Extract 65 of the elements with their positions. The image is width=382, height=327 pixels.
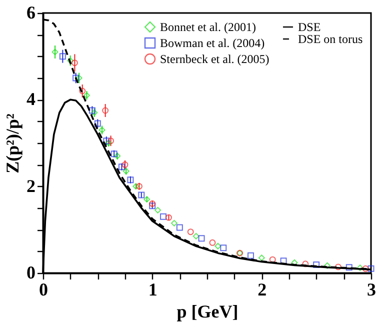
- point: [209, 239, 216, 246]
- y-tick-label: 0: [26, 262, 36, 282]
- point: [165, 214, 172, 221]
- point: [154, 206, 162, 214]
- point: [67, 57, 74, 64]
- point: [138, 192, 145, 198]
- y-tick-label: 2: [26, 176, 36, 196]
- legend-label: DSE: [298, 20, 321, 34]
- point: [302, 260, 309, 268]
- point: [149, 202, 156, 210]
- point: [334, 264, 342, 270]
- point: [110, 150, 118, 158]
- x-axis-title: p [GeV]: [176, 302, 238, 322]
- point: [59, 53, 66, 60]
- point: [220, 244, 227, 252]
- y-axis-title: Z(p²)/p²: [2, 114, 22, 174]
- point: [83, 92, 90, 99]
- point: [160, 213, 167, 220]
- point: [176, 224, 183, 231]
- point: [88, 107, 96, 114]
- point: [247, 252, 254, 259]
- point: [356, 264, 364, 272]
- point: [144, 196, 150, 203]
- point: [76, 74, 82, 82]
- point: [127, 176, 134, 184]
- point: [132, 183, 140, 190]
- point: [79, 88, 86, 94]
- point: [149, 200, 156, 207]
- point: [192, 232, 200, 240]
- y-tick-label: 4: [26, 89, 36, 110]
- point: [102, 107, 109, 114]
- point: [122, 161, 128, 168]
- point: [94, 120, 101, 127]
- point: [72, 74, 80, 82]
- point: [98, 126, 106, 134]
- point: [269, 256, 276, 263]
- point: [368, 265, 374, 272]
- y-tick-label: 6: [26, 2, 36, 22]
- point: [313, 262, 320, 268]
- legend-label: Sternbeck et al. (2005): [160, 52, 270, 66]
- point: [118, 164, 125, 170]
- point: [103, 138, 110, 144]
- point: [108, 138, 114, 144]
- x-tick-label: 2: [258, 280, 267, 300]
- point: [114, 152, 121, 160]
- point: [198, 235, 205, 242]
- point: [122, 168, 130, 174]
- legend-label: Bowman et al. (2004): [160, 36, 265, 50]
- point: [170, 220, 178, 226]
- legend-label: Bonnet et al. (2001): [160, 20, 256, 34]
- x-tick-label: 1: [148, 280, 158, 300]
- x-tick-label: 0: [39, 280, 48, 300]
- legend-label: DSE on torus: [298, 32, 363, 46]
- x-tick-label: 3: [367, 280, 376, 300]
- point: [258, 254, 265, 262]
- point: [362, 265, 369, 272]
- point: [214, 242, 222, 250]
- point: [187, 228, 194, 236]
- point: [280, 258, 287, 264]
- point: [71, 60, 78, 66]
- point: [91, 109, 98, 116]
- point: [52, 48, 58, 56]
- point: [346, 264, 352, 271]
- point: [324, 262, 331, 269]
- point: [136, 183, 142, 190]
